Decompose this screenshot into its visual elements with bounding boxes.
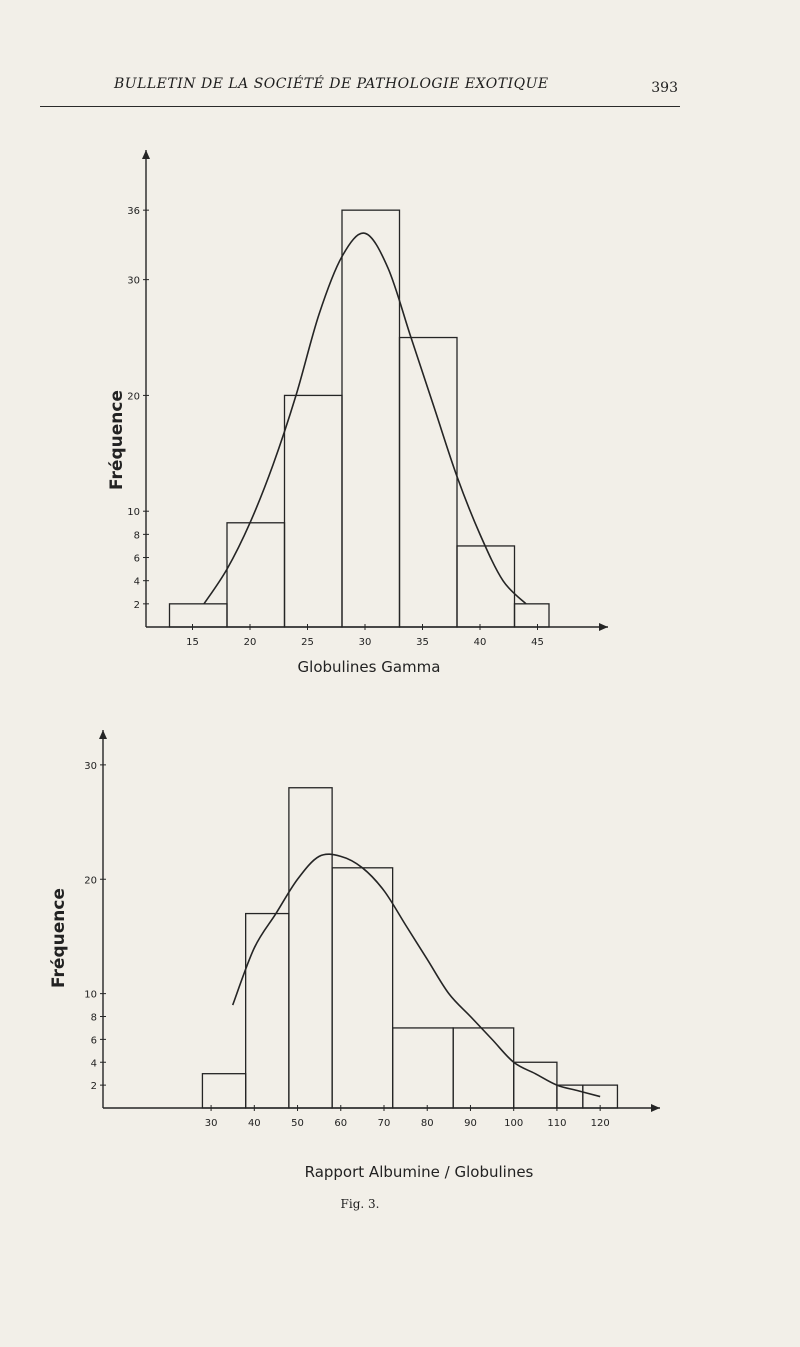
x-tick-label-2-3: 60 [334, 1118, 347, 1129]
y-tick-label-2-5: 20 [84, 875, 97, 886]
x-tick-label-2-0: 30 [205, 1118, 218, 1129]
y-axis-label-1: Fréquence [107, 390, 127, 490]
y-tick-label-1-7: 36 [127, 206, 140, 217]
histogram-bar-1-4 [398, 336, 458, 628]
histogram-bar-2-4 [391, 1027, 454, 1109]
page-number: 393 [651, 80, 678, 96]
x-tick-label-1-4: 35 [416, 637, 429, 648]
x-axis-label-2: Rapport Albumine / Globulines [305, 1163, 534, 1181]
x-axis-label-1: Globulines Gamma [298, 658, 441, 676]
y-tick-label-2-4: 10 [84, 990, 97, 1001]
histogram-bar-2-6 [513, 1061, 558, 1109]
histogram-bar-2-0 [201, 1073, 247, 1109]
histogram-bar-2-3 [331, 867, 394, 1109]
y-tick-label-1-6: 30 [127, 276, 140, 287]
y-tick-label-2-1: 4 [91, 1058, 97, 1069]
x-tick-label-2-2: 50 [291, 1118, 304, 1129]
y-tick-label-2-0: 2 [91, 1081, 97, 1092]
histogram-bar-1-6 [513, 603, 550, 628]
x-tick-label-2-9: 120 [591, 1118, 610, 1129]
x-tick-label-2-5: 80 [421, 1118, 434, 1129]
x-tick-label-2-6: 90 [464, 1118, 477, 1129]
x-axis-arrow [651, 1104, 660, 1112]
y-tick-label-1-3: 8 [134, 530, 140, 541]
y-tick-label-1-5: 20 [127, 391, 140, 402]
x-tick-label-2-4: 70 [378, 1118, 391, 1129]
x-tick-label-2-1: 40 [248, 1118, 261, 1129]
histogram-bar-2-1 [245, 912, 290, 1109]
x-tick-label-1-0: 15 [186, 637, 199, 648]
x-tick-label-2-7: 100 [504, 1118, 523, 1129]
y-tick-label-1-0: 2 [134, 600, 140, 611]
y-axis-arrow [99, 730, 107, 739]
y-tick-label-2-2: 6 [91, 1035, 97, 1046]
histogram-bar-2-5 [452, 1027, 515, 1109]
y-tick-label-1-4: 10 [127, 507, 140, 518]
chart-globulines-gamma: 2 4 6 8 10 20 30 36 15 20 25 30 35 40 45 Globulines Gam… [107, 150, 608, 676]
x-axis-arrow [599, 623, 608, 631]
fitted-curve-1 [203, 232, 527, 605]
histogram-bar-2-2 [288, 787, 333, 1109]
y-axis-arrow [142, 150, 150, 159]
x-tick-label-1-2: 25 [301, 637, 314, 648]
y-axis-label-2: Fréquence [49, 888, 69, 988]
x-tick-label-1-1: 20 [244, 637, 257, 648]
chart-rapport-albumine-globulines: 2 4 6 8 10 20 30 30 40 50 60 70 80 90 100 110 120 Rapport… [49, 730, 660, 1181]
y-tick-label-2-3: 8 [91, 1013, 97, 1024]
journal-title: BULLETIN DE LA SOCIÉTÉ DE PATHOLOGIE EXO… [114, 76, 549, 92]
page-header: BULLETIN DE LA SOCIÉTÉ DE PATHOLOGIE EXO… [40, 72, 680, 107]
x-tick-label-1-6: 45 [531, 637, 544, 648]
x-tick-label-2-8: 110 [547, 1118, 566, 1129]
x-tick-label-1-5: 40 [474, 637, 487, 648]
y-tick-label-1-1: 4 [134, 577, 140, 588]
y-tick-label-1-2: 6 [134, 554, 140, 565]
figure-caption: Fig. 3. [340, 1197, 380, 1211]
x-tick-label-1-3: 30 [359, 637, 372, 648]
y-tick-label-2-6: 30 [84, 761, 97, 772]
fitted-curve-2 [231, 853, 601, 1098]
